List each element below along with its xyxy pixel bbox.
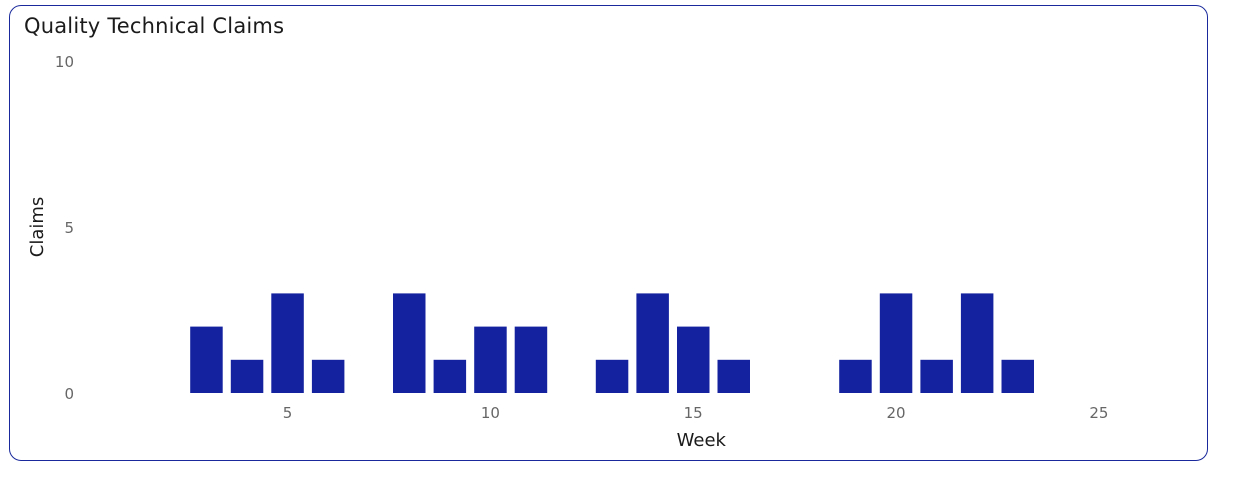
x-axis-ticks: 5 10 15 20 25 [283,404,1109,422]
bar-week-10[interactable] [474,326,507,393]
bar-week-5[interactable] [271,293,304,393]
bar-week-11[interactable] [514,326,548,393]
bar-week-6[interactable] [311,359,345,393]
bar-week-15[interactable] [677,326,710,393]
bar-week-19[interactable] [839,359,872,393]
x-tick-label: 10 [481,404,500,422]
y-tick-label: 5 [64,219,74,237]
y-axis-title: Claims [27,197,48,258]
x-tick-label: 20 [886,404,905,422]
x-axis-title: Week [677,430,727,451]
bar-week-13[interactable] [595,359,629,393]
bar-week-14[interactable] [636,293,669,393]
x-tick-label: 5 [283,404,293,422]
y-axis-ticks: 0 5 10 [55,53,74,403]
y-tick-label: 0 [64,385,74,403]
bar-week-22[interactable] [960,293,994,393]
bar-week-8[interactable] [393,293,426,393]
bar-week-3[interactable] [190,326,223,393]
bar-week-9[interactable] [433,359,467,393]
bar-week-21[interactable] [920,359,953,393]
bar-week-23[interactable] [1001,359,1035,393]
x-tick-label: 15 [684,404,703,422]
bar-week-16[interactable] [717,359,751,393]
y-tick-label: 10 [55,53,74,71]
bar-week-4[interactable] [230,359,264,393]
bar-week-20[interactable] [879,293,913,393]
x-tick-label: 25 [1089,404,1108,422]
chart-title: Quality Technical Claims [24,14,285,38]
bars-group [190,293,1034,393]
